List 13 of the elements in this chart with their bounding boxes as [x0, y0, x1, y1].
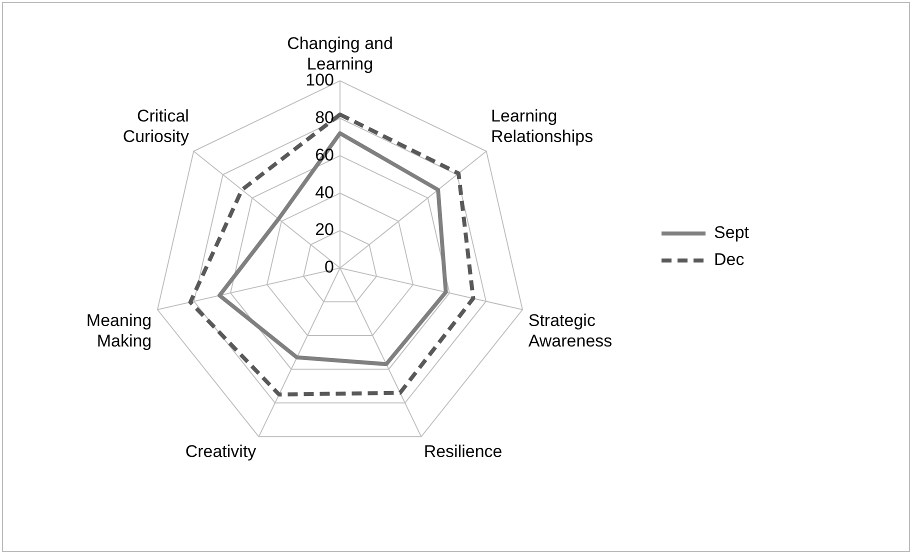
legend-label: Sept — [714, 223, 750, 242]
y-tick-label: 60 — [315, 145, 334, 164]
spoke-label: Learning Relationships — [491, 106, 594, 146]
y-tick-label: 20 — [315, 220, 334, 240]
y-tick-label: 80 — [315, 108, 334, 127]
spoke-label: Resilience — [424, 442, 502, 461]
spoke-label: Creativity — [185, 442, 257, 461]
spoke-label: Meaning Making — [86, 310, 152, 350]
spoke-label: Critical Curiosity — [122, 106, 190, 146]
y-tick-label: 40 — [315, 182, 334, 202]
legend-label: Dec — [714, 250, 745, 270]
spoke-label: Strategic Awareness — [528, 310, 612, 350]
y-tick-label: 0 — [324, 258, 334, 277]
